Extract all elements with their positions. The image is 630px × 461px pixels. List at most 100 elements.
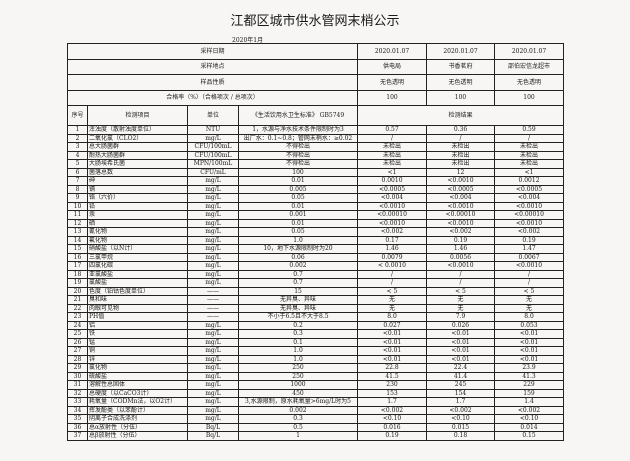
row-result-1: / — [357, 133, 428, 143]
row-no: 33 — [67, 397, 88, 407]
table-row: 14 氟化物 mg/L 1.0 0.17 0.19 0.19 — [67, 235, 565, 245]
row-no: 22 — [67, 303, 88, 313]
row-item: 总硬度（以CaCO3计） — [87, 388, 188, 398]
row-result-1: 22.8 — [357, 363, 428, 373]
row-result-3: <1 — [494, 167, 565, 177]
row-standard: 250 — [237, 371, 359, 381]
row-unit: mg/L — [187, 380, 239, 390]
meta-value: 2020.01.07 — [357, 43, 428, 60]
row-item: 三氯甲烷 — [87, 252, 188, 262]
row-unit: Bq/L — [187, 422, 239, 432]
row-no: 30 — [67, 371, 88, 381]
table-row: 6 菌落总数 CFU/mL 100 <1 12 <1 — [67, 167, 565, 177]
row-unit: —— — [187, 295, 239, 305]
row-result-1: 未检出 — [357, 159, 428, 169]
row-result-1: <0.01 — [357, 346, 428, 356]
table-row: 33 耗氧量（CODMn法，以O2计） mg/L 3,水源限制，原水耗氧量>6mg/L… — [67, 397, 565, 407]
table-row: 10 铅 mg/L 0.01 <0.0010 <0.0010 <0.0010 — [67, 201, 565, 211]
row-no: 8 — [67, 184, 88, 194]
row-result-3: <0.01 — [494, 337, 565, 347]
row-unit: —— — [187, 303, 239, 313]
row-no: 17 — [67, 261, 88, 271]
row-item: 总大肠菌群 — [87, 142, 188, 152]
row-unit: mg/L — [187, 261, 239, 271]
row-result-3: 23.9 — [494, 363, 565, 373]
row-unit: —— — [187, 286, 239, 296]
row-result-1: 153 — [357, 388, 428, 398]
row-standard: 0.002 — [237, 261, 359, 271]
row-item: 氰化物 — [87, 227, 188, 237]
row-unit: mg/L — [187, 278, 239, 288]
row-result-1: <0.01 — [357, 337, 428, 347]
row-result-2: 12 — [426, 167, 496, 177]
row-result-3: <0.002 — [494, 227, 565, 237]
row-result-3: 0.59 — [494, 125, 565, 135]
row-unit: mg/L — [187, 346, 239, 356]
row-result-1: 无 — [357, 295, 428, 305]
table-row: 7 砷 mg/L 0.01 0.0010 <0.0010 0.0012 — [67, 176, 565, 186]
meta-value: 无色透明 — [426, 74, 496, 91]
row-result-2: 0.19 — [426, 235, 496, 245]
meta-value: 邵伯宏信龙超市 — [494, 58, 565, 75]
row-standard: 1.0 — [237, 235, 359, 245]
row-result-1: <1 — [357, 167, 428, 177]
row-item: 镉 — [87, 184, 188, 194]
table-row: 37 总β放射性（分伍） Bq/L 1 0.19 0.18 0.15 — [67, 431, 565, 441]
row-result-3: <0.10 — [494, 414, 565, 424]
table-row: 28 锌 mg/L 1.0 <0.01 <0.01 <0.01 — [67, 354, 565, 364]
row-item: 挥发酚类（以苯酚计） — [87, 405, 188, 415]
row-no: 3 — [67, 142, 88, 152]
row-item: 锌 — [87, 354, 188, 364]
row-result-1: 1.46 — [357, 244, 428, 254]
row-unit: CFU/100mL — [187, 150, 239, 160]
row-no: 37 — [67, 431, 88, 441]
table-row: 9 铬（六价） mg/L 0.05 <0.004 <0.004 <0.004 — [67, 193, 565, 203]
row-result-1: <0.01 — [357, 329, 428, 339]
row-result-1: 0.0079 — [357, 252, 428, 262]
row-standard: 0.001 — [237, 210, 359, 220]
table-row: 26 锰 mg/L 0.1 <0.01 <0.01 <0.01 — [67, 337, 565, 347]
row-no: 36 — [67, 422, 88, 432]
row-standard: 0.2 — [237, 320, 359, 330]
table-row: 16 三氯甲烷 mg/L 0.06 0.0079 0.0056 0.0067 — [67, 252, 565, 262]
row-result-1: 未检出 — [357, 150, 428, 160]
row-no: 25 — [67, 329, 88, 339]
meta-value: 2020.01.07 — [494, 43, 565, 60]
row-result-1: <0.00010 — [357, 210, 428, 220]
row-standard: 10，地下水源限制时为20 — [237, 244, 359, 254]
row-result-2: <0.10 — [426, 414, 496, 424]
row-no: 6 — [67, 167, 88, 177]
row-result-1: 0.027 — [357, 320, 428, 330]
row-item: 阴离子合成洗涤剂 — [87, 414, 188, 424]
row-no: 1 — [67, 125, 88, 135]
table-row: 24 铝 mg/L 0.2 0.027 0.026 0.053 — [67, 320, 565, 330]
row-standard: 不得检出 — [237, 142, 359, 152]
row-result-3: <0.004 — [494, 193, 565, 203]
row-standard: 0.06 — [237, 252, 359, 262]
row-no: 27 — [67, 346, 88, 356]
table-row: 2 二氧化氯（CLO2） mg/L 出厂水：0.1~0.8；管网末梢水：≥0.02//… — [67, 133, 565, 143]
row-result-2: 无 — [426, 303, 496, 313]
report-month: 2020年1月 — [232, 37, 264, 44]
row-item: 氟化物 — [87, 235, 188, 245]
row-no: 12 — [67, 218, 88, 228]
row-standard: 3,水源限制，原水耗氧量>6mg/L时为5 — [237, 397, 359, 407]
row-no: 9 — [67, 193, 88, 203]
row-result-2: 0.36 — [426, 125, 496, 135]
row-result-2: 154 — [426, 388, 496, 398]
row-unit: mg/L — [187, 244, 239, 254]
meta-value: 100 — [426, 89, 496, 106]
meta-row: 合格率（%）（合格项次 / 总项次） 100 100 100 — [66, 89, 565, 106]
table-row: 17 四氯化碳 mg/L 0.002 < 0.0010 <0.0010 <0.0010 — [67, 261, 565, 271]
meta-row: 样品性质 无色透明 无色透明 无色透明 — [66, 74, 565, 91]
row-result-1: 0.57 — [357, 125, 428, 135]
row-standard: 无异臭、异味 — [237, 295, 359, 305]
row-item: 四氯化碳 — [87, 261, 188, 271]
row-unit: mg/L — [187, 133, 239, 143]
row-result-2: 0.18 — [426, 431, 496, 441]
row-result-3: 未检出 — [494, 142, 565, 152]
header-results: 检测结果 — [357, 105, 565, 126]
row-result-3: / — [494, 133, 565, 143]
header-item: 检测项目 — [87, 105, 188, 126]
row-no: 23 — [67, 312, 88, 322]
